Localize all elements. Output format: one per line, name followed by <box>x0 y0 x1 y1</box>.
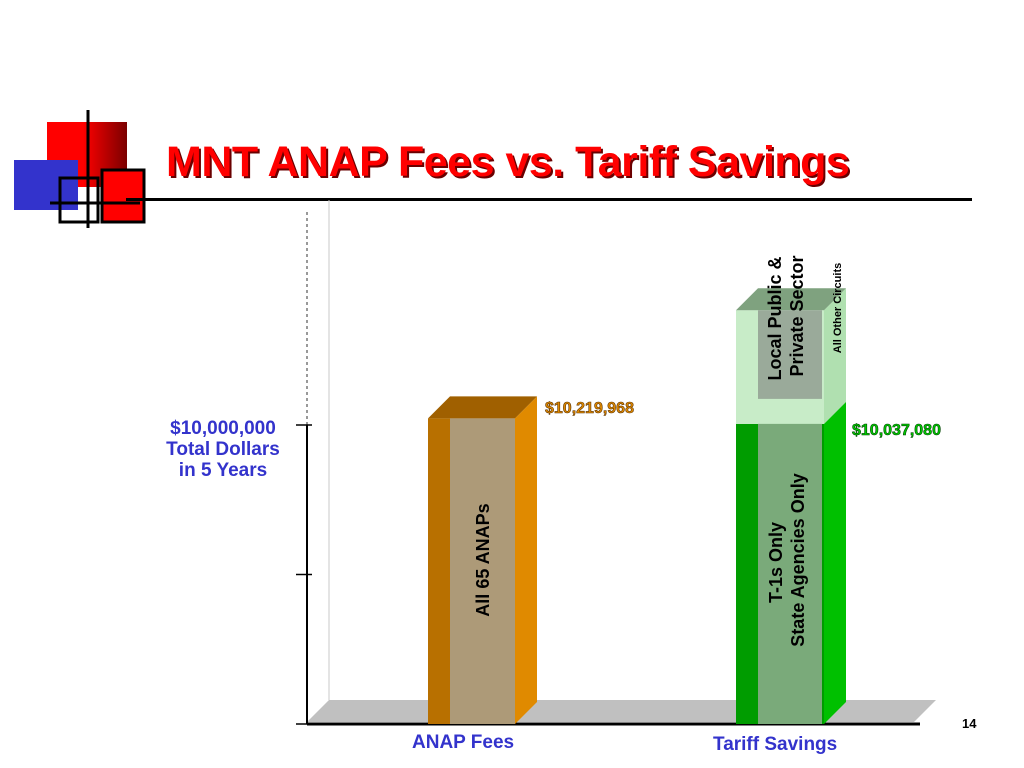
bar-anap-top <box>428 396 537 419</box>
bar-tariff-upper-label: Local Public & Private Sector <box>765 251 807 380</box>
bar-anap-fees: All 65 ANAPs <box>428 396 537 724</box>
data-label-tariff: $10,037,080 <box>852 422 941 439</box>
bar-tariff-top <box>736 288 846 311</box>
bar-tariff-lower-inner-panel <box>758 423 822 724</box>
bar-tariff-lower-label: T-1s Only State Agencies Only <box>766 473 808 646</box>
bar-tariff-upper-side-label: All Other Circuits <box>832 263 844 353</box>
data-label-anap: $10,219,968 <box>545 400 634 417</box>
slide-title: MNT ANAP Fees vs. Tariff Savings <box>166 138 850 186</box>
page-number: 14 <box>962 716 977 731</box>
y-axis-label: $10,000,000 Total Dollars in 5 Years <box>128 418 318 481</box>
y-tick-label-value: $10,000,000 <box>170 418 276 439</box>
logo-squares <box>14 110 146 228</box>
bar-tariff-upper-side <box>824 288 846 424</box>
title-underline <box>126 198 972 201</box>
bar-tariff-savings: T-1s Only State Agencies Only Local Publ… <box>736 251 846 724</box>
x-label-anap-fees: ANAP Fees <box>412 732 515 753</box>
bar-tariff-upper-inner-panel <box>758 310 822 399</box>
x-label-tariff-savings: Tariff Savings <box>713 734 838 755</box>
y-axis-title-line2: in 5 Years <box>178 460 268 481</box>
bar-tariff-lower-side <box>824 401 846 724</box>
bar-anap-inner-panel <box>450 418 515 724</box>
y-axis-title-line1: Total Dollars <box>166 439 280 460</box>
bar-anap-inner-label: All 65 ANAPs <box>473 503 493 616</box>
bar-anap-side <box>515 396 537 724</box>
